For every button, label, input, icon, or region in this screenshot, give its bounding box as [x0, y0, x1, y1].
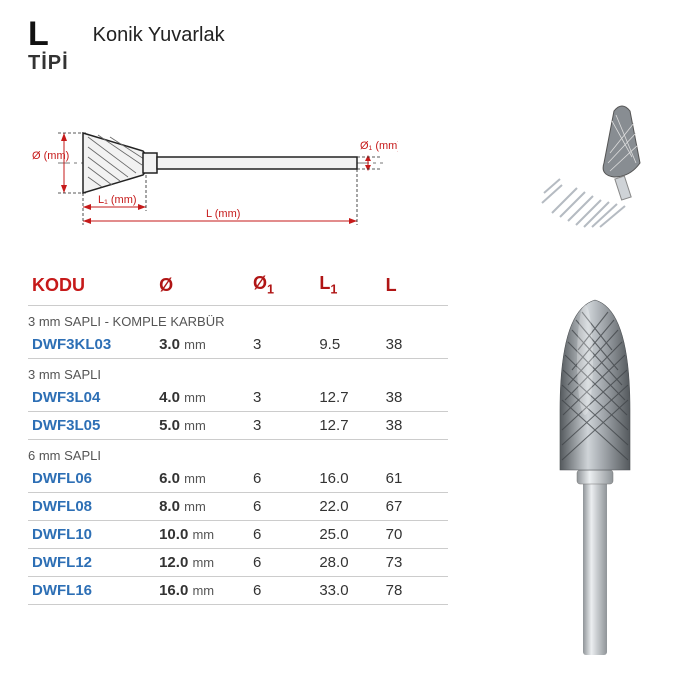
cell-d: 3.0 mm [155, 331, 249, 359]
cell-code: DWF3KL03 [28, 331, 155, 359]
cell-d1: 6 [249, 548, 315, 576]
cell-code: DWFL12 [28, 548, 155, 576]
col-l: L [382, 267, 448, 305]
table-row: DWF3L044.0 mm312.738 [28, 384, 448, 412]
header: L TİPİ Konik Yuvarlak [28, 18, 672, 75]
table-row: DWFL1010.0 mm625.070 [28, 520, 448, 548]
cell-d1: 6 [249, 492, 315, 520]
shank-shape [157, 157, 357, 169]
cell-l1: 22.0 [315, 492, 381, 520]
iso-sketch [522, 93, 672, 233]
cell-d: 4.0 mm [155, 384, 249, 412]
photo-head [560, 300, 630, 470]
col-d1: Ø1 [249, 267, 315, 305]
workpiece-icon [542, 179, 625, 227]
cell-l1: 25.0 [315, 520, 381, 548]
cell-l1: 28.0 [315, 548, 381, 576]
head-shape [83, 133, 157, 193]
cell-code: DWF3L05 [28, 411, 155, 439]
cell-d: 8.0 mm [155, 492, 249, 520]
cell-l: 78 [382, 576, 448, 604]
cell-code: DWFL16 [28, 576, 155, 604]
cell-d1: 3 [249, 331, 315, 359]
table-row: DWFL1616.0 mm633.078 [28, 576, 448, 604]
cell-code: DWFL10 [28, 520, 155, 548]
spec-table-wrap: KODU Ø Ø1 L1 L 3 mm SAPLI - KOMPLE KARBÜ… [28, 267, 448, 605]
cell-l: 61 [382, 465, 448, 493]
cell-d1: 3 [249, 411, 315, 439]
cell-code: DWFL06 [28, 465, 155, 493]
col-kodu: KODU [28, 267, 155, 305]
cell-l: 38 [382, 411, 448, 439]
type-word: TİPİ [28, 52, 69, 75]
cell-l: 38 [382, 384, 448, 412]
cell-code: DWFL08 [28, 492, 155, 520]
l-label: L (mm) [206, 208, 240, 220]
product-title: Konik Yuvarlak [93, 24, 225, 47]
burr-icon [603, 106, 640, 200]
cell-d: 12.0 mm [155, 548, 249, 576]
cell-l1: 16.0 [315, 465, 381, 493]
cell-d1: 6 [249, 576, 315, 604]
type-letter: L [28, 18, 49, 50]
cell-d1: 6 [249, 520, 315, 548]
table-row: DWFL088.0 mm622.067 [28, 492, 448, 520]
table-section-label: 3 mm SAPLI - KOMPLE KARBÜR [28, 305, 448, 331]
d1-label: Ø₁ (mm) [360, 140, 398, 152]
d-label: Ø (mm) [32, 150, 69, 162]
cell-l1: 12.7 [315, 384, 381, 412]
cell-l1: 9.5 [315, 331, 381, 359]
photo-collar [577, 470, 613, 484]
cell-l: 38 [382, 331, 448, 359]
type-label: L TİPİ [28, 18, 69, 75]
table-row: DWF3KL033.0 mm39.538 [28, 331, 448, 359]
photo-shank [583, 480, 607, 655]
technical-diagram: Ø (mm) Ø₁ (mm) L (mm) L₁ (mm) [28, 93, 398, 233]
cell-d: 16.0 mm [155, 576, 249, 604]
cell-d: 10.0 mm [155, 520, 249, 548]
product-photo [530, 290, 660, 660]
cell-l: 67 [382, 492, 448, 520]
table-row: DWFL1212.0 mm628.073 [28, 548, 448, 576]
cell-d: 5.0 mm [155, 411, 249, 439]
l1-label: L₁ (mm) [98, 194, 137, 206]
spec-table: KODU Ø Ø1 L1 L 3 mm SAPLI - KOMPLE KARBÜ… [28, 267, 448, 605]
cell-l1: 12.7 [315, 411, 381, 439]
table-row: DWF3L055.0 mm312.738 [28, 411, 448, 439]
col-d: Ø [155, 267, 249, 305]
cell-code: DWF3L04 [28, 384, 155, 412]
diagram-row: Ø (mm) Ø₁ (mm) L (mm) L₁ (mm) [28, 93, 672, 243]
table-section-label: 6 mm SAPLI [28, 439, 448, 465]
cell-l: 70 [382, 520, 448, 548]
cell-d1: 6 [249, 465, 315, 493]
d1-dimension: Ø₁ (mm) [357, 140, 398, 171]
cell-l: 73 [382, 548, 448, 576]
cell-d: 6.0 mm [155, 465, 249, 493]
table-header-row: KODU Ø Ø1 L1 L [28, 267, 448, 305]
photo-highlight [577, 305, 593, 415]
col-l1: L1 [315, 267, 381, 305]
cell-l1: 33.0 [315, 576, 381, 604]
cell-d1: 3 [249, 384, 315, 412]
table-row: DWFL066.0 mm616.061 [28, 465, 448, 493]
table-section-label: 3 mm SAPLI [28, 358, 448, 384]
